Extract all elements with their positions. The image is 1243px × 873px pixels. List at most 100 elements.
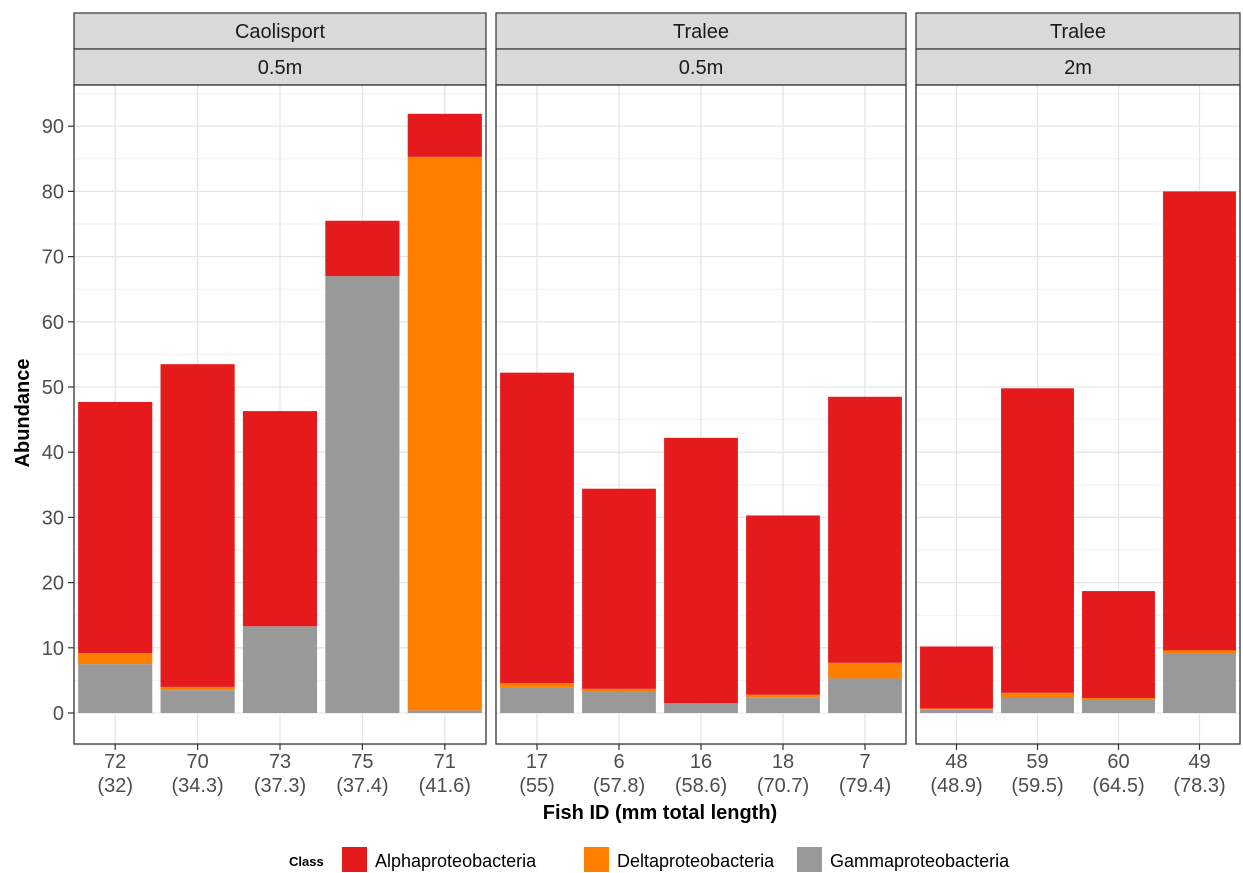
y-tick-label: 30 xyxy=(42,507,64,529)
legend-key-gammaproteobacteria xyxy=(797,847,822,872)
y-axis-title: Abundance xyxy=(12,359,34,468)
y-tick-label: 50 xyxy=(42,377,64,399)
facet-panel: Caolisport 0.5m 72(32) 70(34.3) 73(37.3) 75(3… xyxy=(73,12,487,797)
bar-segment-alphaproteobacteria xyxy=(746,515,820,695)
x-tick-label-length: (37.4) xyxy=(336,775,388,797)
y-tick-label: 40 xyxy=(42,442,64,464)
bar-segment-alphaproteobacteria xyxy=(325,220,400,277)
x-tick-label-length: (57.8) xyxy=(593,775,645,797)
legend: Class Alphaproteobacteria Deltaproteobact… xyxy=(289,847,1010,872)
x-tick-label-id: 71 xyxy=(434,751,456,773)
bar-segment-deltaproteobacteria xyxy=(920,708,993,710)
x-axis-title: Fish ID (mm total length) xyxy=(543,802,777,824)
x-tick-label-id: 70 xyxy=(186,751,208,773)
x-tick-label-length: (79.4) xyxy=(839,775,891,797)
y-tick-label: 80 xyxy=(42,181,64,203)
bar-segment-alphaproteobacteria xyxy=(920,646,993,709)
x-tick-label-length: (78.3) xyxy=(1173,775,1225,797)
bar-segment-deltaproteobacteria xyxy=(828,662,902,679)
bar-segment-gammaproteobacteria xyxy=(1163,653,1236,713)
legend-key-alphaproteobacteria xyxy=(342,847,367,872)
bar-segment-gammaproteobacteria xyxy=(664,703,738,713)
legend-label: Alphaproteobacteria xyxy=(375,851,537,871)
bar-segment-gammaproteobacteria xyxy=(500,687,574,713)
bar-segment-gammaproteobacteria xyxy=(325,276,400,713)
bar-segment-gammaproteobacteria xyxy=(160,690,235,713)
x-tick-label-id: 7 xyxy=(859,751,870,773)
bar-segment-alphaproteobacteria xyxy=(1163,191,1236,651)
bar-segment-gammaproteobacteria xyxy=(407,710,482,713)
legend-title: Class xyxy=(289,854,324,869)
depth-strip xyxy=(73,48,487,86)
bar-segment-gammaproteobacteria xyxy=(1082,699,1155,713)
x-tick-label-length: (34.3) xyxy=(171,775,223,797)
x-tick-label-id: 16 xyxy=(690,751,712,773)
x-tick-label-id: 73 xyxy=(269,751,291,773)
x-tick-label-length: (64.5) xyxy=(1092,775,1144,797)
site-strip xyxy=(73,12,487,50)
x-tick-label-length: (48.9) xyxy=(930,775,982,797)
y-tick-label: 20 xyxy=(42,573,64,595)
bar-segment-alphaproteobacteria xyxy=(828,396,902,663)
site-strip-label: Tralee xyxy=(673,21,729,43)
y-tick-label: 0 xyxy=(53,703,64,725)
depth-strip xyxy=(915,48,1241,86)
site-strip xyxy=(495,12,907,50)
bar-segment-deltaproteobacteria xyxy=(407,156,482,711)
bar-segment-deltaproteobacteria xyxy=(1001,692,1074,699)
bar-segment-alphaproteobacteria xyxy=(664,437,738,704)
bar-segment-gammaproteobacteria xyxy=(242,626,318,713)
site-strip-label: Caolisport xyxy=(235,21,325,43)
site-strip-label: Tralee xyxy=(1050,21,1106,43)
bar-segment-alphaproteobacteria xyxy=(242,411,318,627)
bar-segment-deltaproteobacteria xyxy=(746,694,820,698)
y-tick-label: 70 xyxy=(42,247,64,269)
x-tick-label-id: 75 xyxy=(351,751,373,773)
bar-segment-gammaproteobacteria xyxy=(920,709,993,713)
x-tick-label-id: 48 xyxy=(945,751,967,773)
bar-segment-alphaproteobacteria xyxy=(1001,388,1074,693)
x-tick-label-id: 72 xyxy=(104,751,126,773)
x-tick-label-id: 6 xyxy=(613,751,624,773)
bar-segment-deltaproteobacteria xyxy=(1082,698,1155,700)
bar-segment-deltaproteobacteria xyxy=(582,688,656,692)
bar-segment-deltaproteobacteria xyxy=(78,653,153,665)
x-tick-label-length: (41.6) xyxy=(419,775,471,797)
bar-segment-alphaproteobacteria xyxy=(160,364,235,687)
facet-panel: Tralee 2m 48(48.9) 59(59.5) 60(64.5) 49(78.3) xyxy=(915,12,1241,797)
x-tick-label-id: 49 xyxy=(1188,751,1210,773)
bar-segment-gammaproteobacteria xyxy=(1001,698,1074,713)
x-tick-label-id: 17 xyxy=(526,751,548,773)
y-axis: 0 10 20 30 40 50 60 70 80 90 xyxy=(42,116,74,725)
y-tick-label: 60 xyxy=(42,312,64,334)
x-tick-label-id: 18 xyxy=(772,751,794,773)
bar-segment-deltaproteobacteria xyxy=(500,683,574,688)
bar-segment-alphaproteobacteria xyxy=(582,488,656,689)
x-tick-label-length: (70.7) xyxy=(757,775,809,797)
legend-key-deltaproteobacteria xyxy=(584,847,609,872)
x-tick-label-length: (32) xyxy=(97,775,133,797)
bar-segment-alphaproteobacteria xyxy=(78,401,153,654)
depth-strip xyxy=(495,48,907,86)
bar-segment-alphaproteobacteria xyxy=(407,113,482,157)
x-tick-label-id: 59 xyxy=(1026,751,1048,773)
panel-border xyxy=(915,84,1241,745)
x-tick-label-length: (55) xyxy=(519,775,555,797)
chart-panels: Caolisport 0.5m 72(32) 70(34.3) 73(37.3) 75(3… xyxy=(73,12,1241,797)
depth-strip-label: 0.5m xyxy=(258,57,302,79)
facet-panel: Tralee 0.5m 17(55) 6(57.8) 16(58.6) 18(70.7) 7… xyxy=(495,12,907,797)
depth-strip-label: 2m xyxy=(1064,57,1092,79)
x-tick-label-length: (58.6) xyxy=(675,775,727,797)
x-tick-label-id: 60 xyxy=(1107,751,1129,773)
bar-segment-gammaproteobacteria xyxy=(746,697,820,713)
depth-strip-label: 0.5m xyxy=(679,57,723,79)
x-tick-label-length: (59.5) xyxy=(1011,775,1063,797)
legend-label: Deltaproteobacteria xyxy=(617,851,775,871)
legend-label: Gammaproteobacteria xyxy=(830,851,1010,871)
bar-segment-alphaproteobacteria xyxy=(500,372,574,684)
x-tick-label-length: (37.3) xyxy=(254,775,306,797)
y-tick-label: 90 xyxy=(42,116,64,138)
bar-segment-alphaproteobacteria xyxy=(1082,591,1155,699)
bar-segment-gammaproteobacteria xyxy=(582,691,656,713)
